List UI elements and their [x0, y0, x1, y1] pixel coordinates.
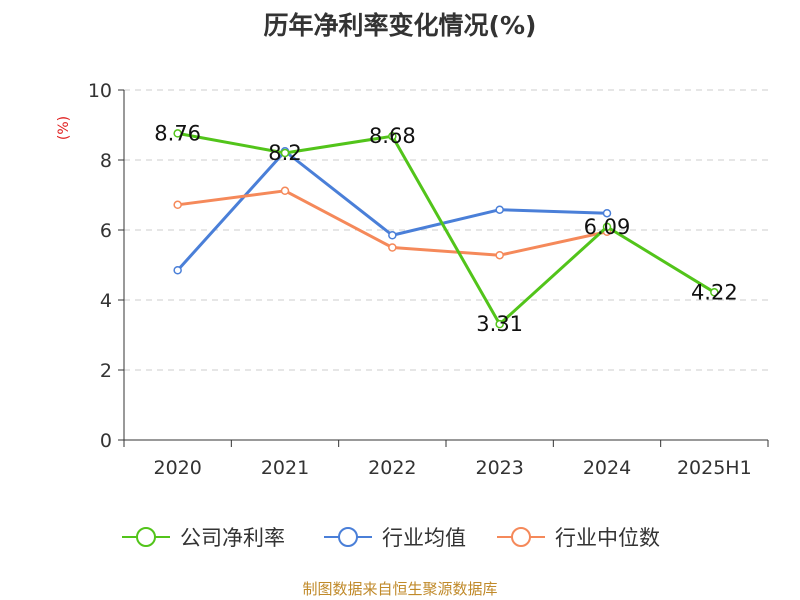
data-point — [173, 200, 182, 210]
y-tick-label: 0 — [100, 430, 112, 452]
data-point — [495, 205, 504, 214]
data-label: 6.09 — [584, 215, 631, 239]
y-axis-label: (%) — [56, 116, 72, 140]
data-point — [173, 266, 182, 275]
data-point — [388, 243, 397, 252]
y-tick-label: 8 — [100, 150, 112, 172]
series-line-1 — [176, 149, 608, 272]
chart-title: 历年净利率变化情况(%) — [263, 11, 537, 40]
legend-marker — [511, 527, 531, 547]
data-point — [602, 208, 612, 218]
data-label: 8.76 — [154, 121, 201, 145]
data-labels: 8.76 8.2 8.68 3.31 6.09 4.22 — [154, 121, 737, 336]
data-point — [602, 222, 612, 232]
data-point — [388, 131, 397, 141]
series-line-0 — [177, 131, 716, 326]
data-point — [710, 288, 719, 297]
data-point — [388, 231, 397, 240]
data-point — [280, 148, 290, 158]
legend-label: 行业中位数 — [555, 526, 660, 550]
source-note: 制图数据来自恒生聚源数据库 — [302, 580, 498, 598]
series-lines — [173, 129, 719, 329]
data-label: 8.2 — [268, 141, 301, 165]
data-point — [280, 186, 290, 196]
y-tick-label: 6 — [100, 220, 112, 242]
x-tick-label: 2025H1 — [677, 457, 752, 479]
data-label: 4.22 — [691, 280, 738, 304]
x-tick-label: 2023 — [475, 457, 523, 479]
legend-marker — [136, 527, 156, 547]
y-tick-label: 10 — [88, 80, 112, 102]
x-tick-label: 2020 — [153, 457, 201, 479]
legend-label: 公司净利率 — [180, 526, 285, 550]
legend[interactable]: 公司净利率 行业均值 行业中位数 — [122, 526, 660, 550]
x-tick-label: 2021 — [261, 457, 309, 479]
legend-marker — [338, 527, 358, 547]
x-tick-label: 2024 — [583, 457, 631, 479]
data-point — [495, 250, 504, 260]
y-tick-label: 2 — [100, 360, 112, 382]
data-point — [173, 129, 182, 138]
data-point — [495, 319, 504, 329]
data-label: 3.31 — [476, 312, 523, 336]
data-label: 8.68 — [369, 124, 416, 148]
x-tick-label: 2022 — [368, 457, 416, 479]
legend-label: 行业均值 — [382, 526, 466, 550]
y-tick-label: 4 — [100, 290, 112, 312]
axes: 0 2 4 6 8 10 (%) 2020 2021 2022 2023 2024 2025H1 — [56, 80, 769, 479]
